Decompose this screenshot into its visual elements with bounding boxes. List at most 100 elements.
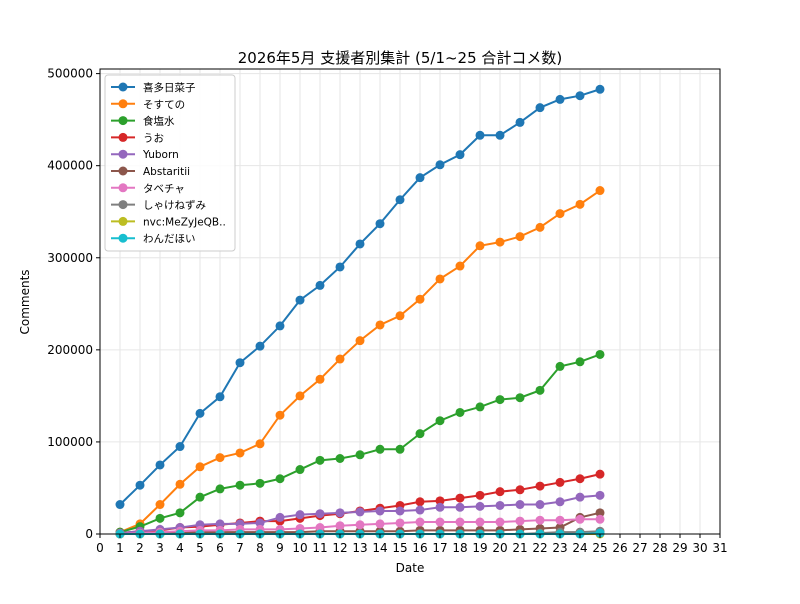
x-tick-label: 20 <box>492 541 507 555</box>
data-point <box>255 341 265 351</box>
data-point <box>275 321 285 331</box>
data-point <box>155 460 165 470</box>
data-point <box>135 480 145 490</box>
x-tick-label: 26 <box>612 541 627 555</box>
data-point <box>255 518 265 528</box>
data-point <box>235 448 245 458</box>
data-point <box>595 490 605 500</box>
data-point <box>275 474 285 484</box>
data-point <box>515 393 525 403</box>
data-point <box>575 492 585 502</box>
data-point <box>375 506 385 516</box>
data-point <box>375 519 385 529</box>
data-point <box>415 517 425 527</box>
x-tick-label: 4 <box>176 541 184 555</box>
data-point <box>515 485 525 495</box>
data-point <box>395 518 405 528</box>
data-point <box>255 478 265 488</box>
data-point <box>415 429 425 439</box>
data-point <box>355 336 365 346</box>
series-1 <box>115 84 605 510</box>
x-tick-label: 7 <box>236 541 244 555</box>
data-point <box>235 358 245 368</box>
data-point <box>315 374 325 384</box>
data-point <box>455 517 465 527</box>
data-point <box>415 505 425 515</box>
y-axis-ticks: 0 100000 200000 300000 400000 500000 <box>47 67 100 541</box>
data-point <box>215 453 225 463</box>
data-point <box>295 510 305 520</box>
legend-label: Abstaritii <box>143 166 190 178</box>
data-point <box>255 439 265 449</box>
x-tick-label: 5 <box>196 541 204 555</box>
legend-label: Yuborn <box>142 149 179 161</box>
data-point <box>495 500 505 510</box>
x-tick-label: 18 <box>452 541 467 555</box>
x-axis-ticks: 0 1 2 3 4 5 6 7 8 9 10 11 12 13 14 15 16 17 18 19 20 21 22 23 24… <box>96 534 728 555</box>
data-point <box>435 160 445 170</box>
data-point <box>355 520 365 530</box>
x-tick-label: 9 <box>276 541 284 555</box>
data-point <box>195 492 205 502</box>
data-point <box>215 392 225 402</box>
data-point <box>595 514 605 524</box>
data-point <box>575 91 585 101</box>
legend-marker <box>118 82 128 92</box>
data-point <box>375 219 385 229</box>
x-tick-label: 6 <box>216 541 224 555</box>
legend-label: タベチャ <box>143 183 185 195</box>
data-point <box>215 519 225 529</box>
data-point <box>155 500 165 510</box>
data-point <box>595 349 605 359</box>
legend-marker <box>118 99 128 109</box>
data-point <box>355 507 365 517</box>
x-tick-label: 22 <box>532 541 547 555</box>
y-axis-label: Comments <box>18 269 32 334</box>
legend-label: nvc:MeZyJeQB.. <box>143 216 226 228</box>
data-point <box>275 410 285 420</box>
data-point <box>535 103 545 113</box>
data-point <box>475 517 485 527</box>
x-tick-label: 21 <box>512 541 527 555</box>
data-point <box>335 262 345 272</box>
data-point <box>555 477 565 487</box>
data-point <box>515 516 525 526</box>
data-point <box>455 493 465 503</box>
data-point <box>435 496 445 506</box>
data-point <box>475 490 485 500</box>
x-tick-label: 13 <box>352 541 367 555</box>
data-point <box>235 480 245 490</box>
legend-label: わんだほい <box>143 233 196 245</box>
data-point <box>315 523 325 533</box>
data-point <box>475 241 485 251</box>
chart-title: 2026年5月 支援者別集計 (5/1~25 合計コメ数) <box>238 49 563 67</box>
data-point <box>495 395 505 405</box>
x-tick-label: 11 <box>312 541 327 555</box>
legend-label: 食塩水 <box>143 115 175 128</box>
data-point <box>495 237 505 247</box>
legend-marker <box>118 132 128 142</box>
data-point <box>555 497 565 507</box>
x-tick-label: 27 <box>632 541 647 555</box>
legend-label: しゃけねずみ <box>143 200 206 212</box>
data-point <box>435 502 445 512</box>
data-point <box>215 484 225 494</box>
data-point <box>555 94 565 104</box>
data-point <box>475 130 485 140</box>
y-tick-label: 400000 <box>47 159 93 173</box>
data-point <box>535 222 545 232</box>
data-point <box>295 465 305 475</box>
data-point <box>295 391 305 401</box>
data-point <box>455 407 465 417</box>
data-point <box>515 500 525 510</box>
data-point <box>535 515 545 525</box>
data-point <box>595 469 605 479</box>
x-tick-label: 16 <box>412 541 427 555</box>
data-point <box>355 450 365 460</box>
x-tick-label: 10 <box>292 541 307 555</box>
data-point <box>595 84 605 94</box>
data-point <box>575 474 585 484</box>
data-point <box>155 513 165 523</box>
